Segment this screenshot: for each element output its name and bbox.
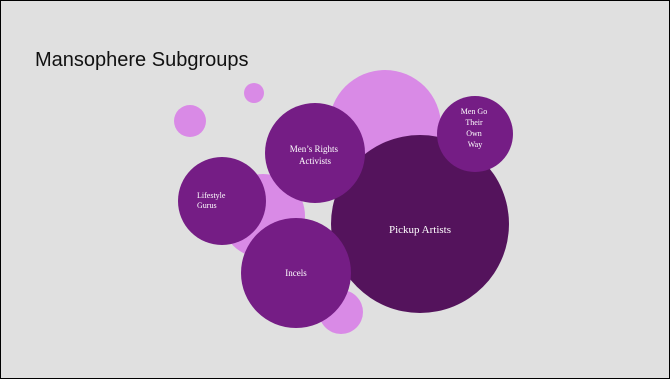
- bubble-label-lifestyle-gurus: Lifestyle Gurus: [197, 191, 227, 210]
- bubble-label-mens-rights-activists: Men’s Rights Activists: [290, 144, 341, 166]
- decor-bubble-top: [244, 83, 264, 103]
- lifestyle-gurus-line-2: Gurus: [197, 201, 217, 210]
- lifestyle-gurus-line-1: Lifestyle: [197, 191, 226, 200]
- bubble-label-pickup-artists: Pickup Artists: [389, 224, 451, 236]
- slide-title: Mansophere Subgroups: [35, 49, 249, 71]
- men-go-their-own-way-line-3: Own: [466, 129, 482, 138]
- men-go-their-own-way-line-1: Men Go: [461, 107, 487, 116]
- incels-line-1: Incels: [285, 268, 307, 278]
- bubble-label-men-go-their-own-way: Men Go Their Own Way: [461, 107, 489, 149]
- mens-rights-activists-line-1: Men’s Rights: [290, 144, 339, 154]
- mens-rights-activists-line-2: Activists: [299, 156, 331, 166]
- men-go-their-own-way-line-4: Way: [468, 140, 482, 149]
- bubble-men-go-their-own-way: Men Go Their Own Way: [437, 96, 513, 172]
- decor-bubble-left: [174, 105, 206, 137]
- bubble-label-incels: Incels: [285, 268, 307, 278]
- men-go-their-own-way-line-2: Their: [465, 118, 483, 127]
- pickup-artists-line-1: Pickup Artists: [389, 224, 451, 236]
- bubble-lifestyle-gurus: Lifestyle Gurus: [178, 157, 266, 245]
- bubble-pickup-artists: Pickup Artists: [331, 135, 509, 313]
- bubble-mens-rights-activists: Men’s Rights Activists: [265, 103, 365, 203]
- bubble-incels: Incels: [241, 218, 351, 328]
